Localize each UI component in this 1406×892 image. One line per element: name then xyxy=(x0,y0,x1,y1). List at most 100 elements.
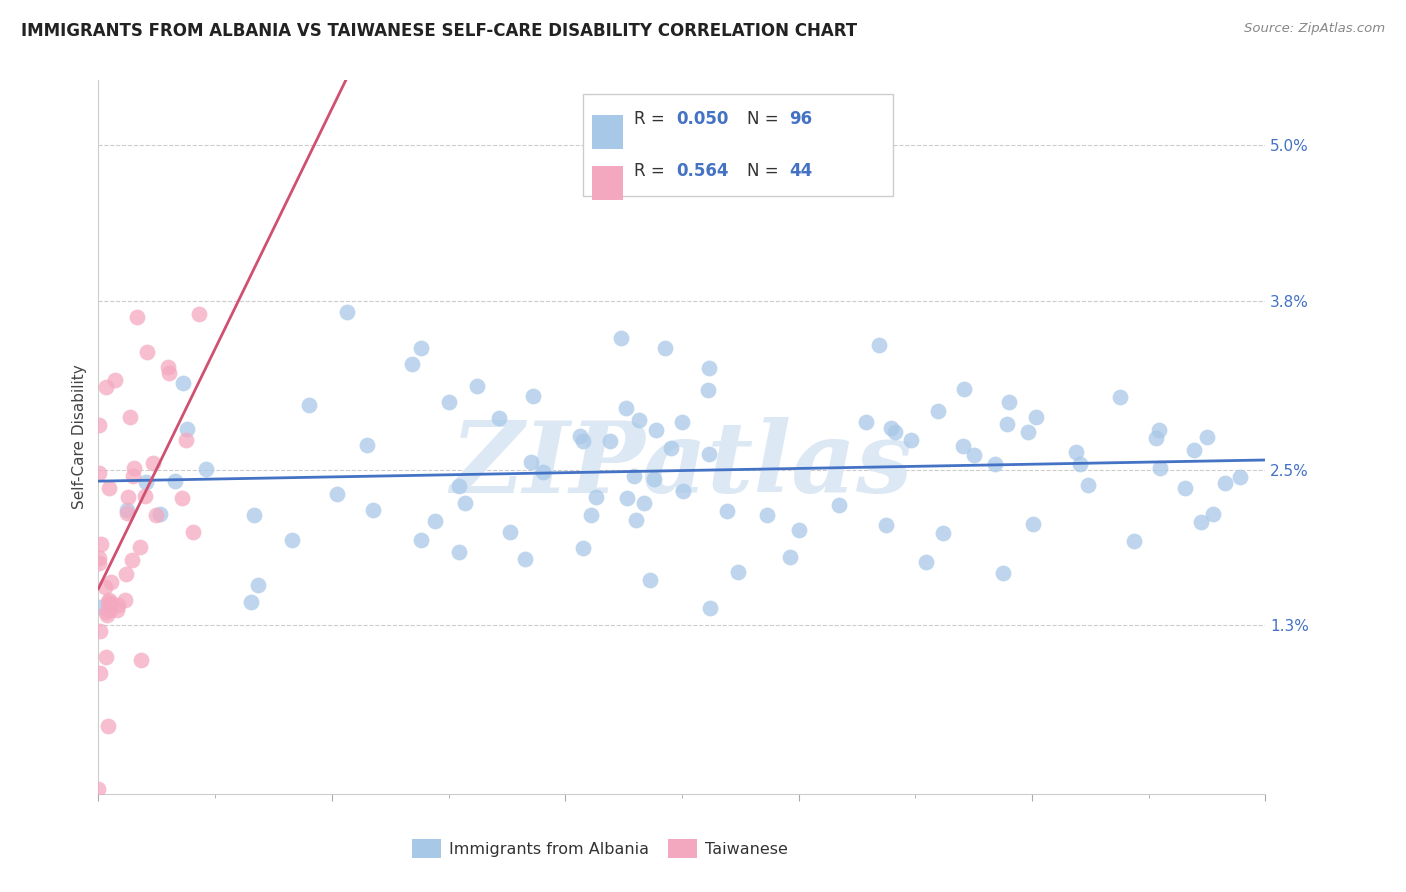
Point xyxy=(409,341,432,355)
Point xyxy=(585,490,607,504)
Point xyxy=(952,439,974,453)
Point xyxy=(522,389,544,403)
Text: 0.564: 0.564 xyxy=(676,161,728,179)
Point xyxy=(1182,443,1205,458)
Point xyxy=(298,398,321,412)
Point xyxy=(170,491,193,505)
Point xyxy=(129,653,152,667)
Text: Source: ZipAtlas.com: Source: ZipAtlas.com xyxy=(1244,22,1385,36)
Point xyxy=(1189,516,1212,530)
Point xyxy=(157,359,180,374)
Point xyxy=(1149,423,1171,437)
Point xyxy=(188,307,211,321)
Point xyxy=(1122,533,1144,548)
Point xyxy=(105,603,128,617)
Point xyxy=(454,496,477,510)
Point xyxy=(633,496,655,510)
Point xyxy=(145,508,167,523)
Point xyxy=(423,514,446,528)
Text: IMMIGRANTS FROM ALBANIA VS TAIWANESE SELF-CARE DISABILITY CORRELATION CHART: IMMIGRANTS FROM ALBANIA VS TAIWANESE SEL… xyxy=(21,22,858,40)
Point xyxy=(96,379,118,393)
Point xyxy=(114,593,136,607)
Point xyxy=(165,474,187,488)
Point xyxy=(247,578,270,592)
Point xyxy=(411,533,433,547)
Point xyxy=(117,502,139,516)
Point xyxy=(125,310,148,324)
Point xyxy=(519,455,541,469)
Point xyxy=(984,458,1007,472)
Point xyxy=(87,466,110,480)
Point xyxy=(855,415,877,429)
Point xyxy=(672,483,695,498)
Y-axis label: Self-Care Disability: Self-Care Disability xyxy=(72,365,87,509)
Point xyxy=(627,413,650,427)
Point xyxy=(135,475,157,490)
Point xyxy=(89,624,111,638)
Point xyxy=(1077,478,1099,492)
Point xyxy=(1213,475,1236,490)
Point xyxy=(129,540,152,554)
Point xyxy=(98,481,121,495)
Point xyxy=(115,566,138,581)
Point xyxy=(571,541,593,555)
Point xyxy=(447,545,470,559)
Point xyxy=(243,508,266,523)
Point xyxy=(90,537,112,551)
Point xyxy=(654,341,676,355)
Point xyxy=(1174,481,1197,495)
Text: ZIPatlas: ZIPatlas xyxy=(451,417,912,514)
Point xyxy=(991,566,1014,580)
Point xyxy=(1144,431,1167,445)
Point xyxy=(89,556,111,570)
Point xyxy=(931,525,953,540)
Point xyxy=(100,596,122,610)
Text: R =: R = xyxy=(634,161,671,179)
Point xyxy=(117,490,139,504)
Point xyxy=(644,423,666,437)
Point xyxy=(100,603,122,617)
Point xyxy=(149,507,172,521)
Point xyxy=(616,491,638,505)
Point xyxy=(124,460,146,475)
Point xyxy=(195,462,218,476)
Point xyxy=(240,595,263,609)
Point xyxy=(581,508,603,522)
Point xyxy=(716,504,738,518)
Point xyxy=(96,650,118,665)
Text: N =: N = xyxy=(747,111,783,128)
Point xyxy=(884,425,907,439)
Text: 44: 44 xyxy=(789,161,813,179)
Point xyxy=(995,417,1018,432)
Point xyxy=(356,438,378,452)
Point xyxy=(142,456,165,470)
Point xyxy=(174,434,197,448)
Point xyxy=(779,550,801,565)
Point xyxy=(1149,461,1171,475)
Point xyxy=(963,448,986,462)
Point xyxy=(927,404,949,418)
Point xyxy=(488,410,510,425)
Point xyxy=(569,429,592,443)
Point xyxy=(1025,410,1047,425)
Point xyxy=(623,468,645,483)
Point xyxy=(875,518,897,533)
Point xyxy=(828,498,851,512)
Point xyxy=(643,472,665,486)
Point xyxy=(172,376,194,390)
Text: 0.050: 0.050 xyxy=(676,111,728,128)
Point xyxy=(1064,445,1087,459)
Point xyxy=(157,366,180,380)
Text: 96: 96 xyxy=(789,111,811,128)
Point xyxy=(326,487,349,501)
Point xyxy=(1109,390,1132,404)
Point xyxy=(89,550,111,565)
Point xyxy=(104,373,127,387)
Point xyxy=(437,395,460,409)
Point xyxy=(94,605,117,619)
Point xyxy=(997,395,1019,409)
Point xyxy=(136,344,159,359)
Point xyxy=(1069,457,1091,471)
Point xyxy=(900,434,922,448)
Point xyxy=(96,595,118,609)
